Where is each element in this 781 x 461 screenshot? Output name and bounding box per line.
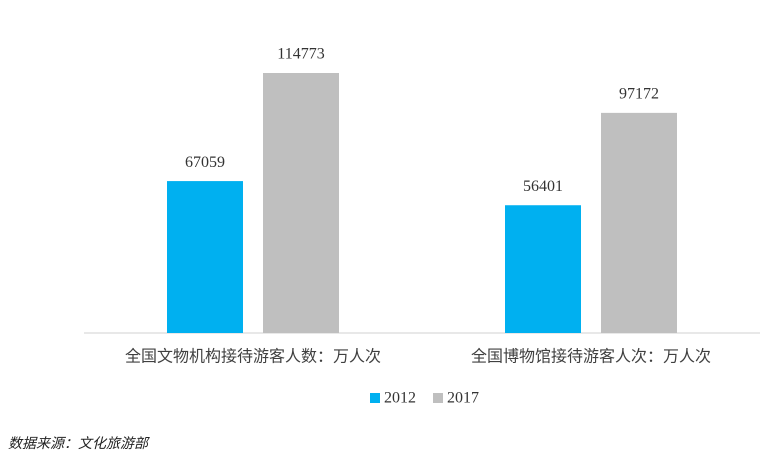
data-label: 67059 [185, 154, 225, 171]
bar [505, 205, 581, 333]
data-label: 56401 [523, 178, 563, 195]
data-label: 97172 [619, 86, 659, 103]
x-tick-label: 全国博物馆接待游客人次：万人次 [471, 347, 711, 366]
legend-swatch [433, 393, 443, 403]
bar [167, 181, 243, 333]
legend-swatch [370, 393, 380, 403]
legend-label: 2017 [447, 390, 479, 407]
bar [263, 73, 339, 333]
legend-label: 2012 [384, 390, 416, 407]
x-tick-label: 全国文物机构接待游客人数：万人次 [125, 347, 381, 366]
bar [601, 112, 677, 333]
source-note: 数据来源：文化旅游部 [8, 436, 150, 452]
data-label: 114773 [277, 46, 324, 63]
